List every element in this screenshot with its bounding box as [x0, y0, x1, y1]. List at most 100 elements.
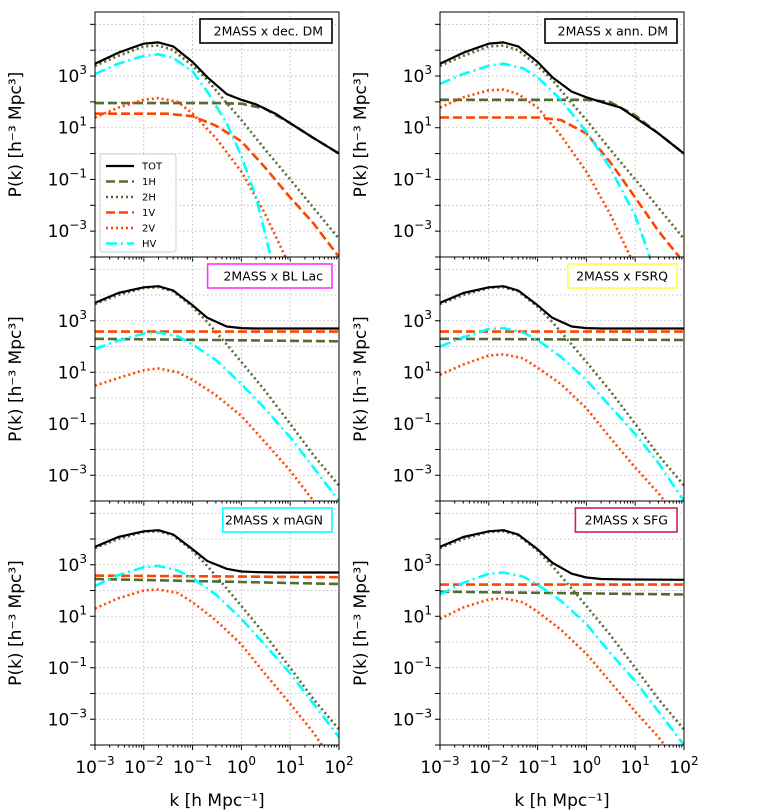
series-2v	[440, 352, 667, 501]
y-axis-label: P(k) [h⁻³ Mpc³]	[6, 316, 26, 442]
panel-1: 103 101 10−1 10−3 P(k) [h⁻³ Mpc³] 2MASS x ann…	[351, 11, 685, 262]
y-tick-label: 10−3	[48, 706, 87, 730]
axes-frame	[94, 500, 340, 746]
panel-title-box	[566, 263, 678, 289]
x-tick-label: 10−3	[75, 754, 114, 778]
y-tick-label: 10−3	[393, 462, 432, 486]
grid	[95, 257, 339, 501]
panel-title-box	[206, 263, 333, 289]
y-tick-label: 103	[58, 63, 87, 87]
series-hv	[440, 326, 684, 501]
y-tick-label: 10−1	[393, 655, 432, 679]
panel-0: 103 101 10−1 10−3 P(k) [h⁻³ Mpc³] 2MASS x dec…	[6, 11, 340, 262]
y-axis-label: P(k) [h⁻³ Mpc³]	[6, 560, 26, 686]
y-axis-label: P(k) [h⁻³ Mpc³]	[351, 316, 371, 442]
series-2h	[95, 285, 339, 487]
panel-title: 2MASS x ann. DM	[558, 24, 668, 39]
legend-box	[99, 153, 177, 253]
series-1h	[95, 101, 339, 155]
y-tick-label: 10−3	[393, 706, 432, 730]
grid	[95, 501, 339, 745]
x-tick-label: 102	[324, 754, 353, 778]
series-group	[95, 529, 339, 745]
y-tick-label: 10−1	[48, 166, 87, 190]
series-hv	[95, 331, 339, 501]
y-axis-label: P(k) [h⁻³ Mpc³]	[351, 560, 371, 686]
x-axis-label: k [h Mpc⁻¹]	[514, 791, 609, 811]
x-tick-label: 10−1	[518, 754, 557, 778]
y-tick-label: 103	[403, 63, 432, 87]
y-tick-label: 101	[58, 115, 87, 139]
panel-2: 103 101 10−1 10−3 P(k) [h⁻³ Mpc³] 2MASS x BL …	[6, 256, 340, 506]
axes-frame	[439, 256, 685, 502]
ticks	[435, 268, 685, 506]
y-tick-label: 101	[403, 359, 432, 383]
y-tick-label: 10−3	[48, 218, 87, 242]
series-group	[440, 285, 684, 501]
x-tick-label: 10−1	[173, 754, 212, 778]
y-tick-label: 10−3	[393, 218, 432, 242]
panel-3: 103 101 10−1 10−3 P(k) [h⁻³ Mpc³] 2MASS x FSR…	[351, 256, 685, 506]
x-tick-label: 10−3	[420, 754, 459, 778]
axes-frame	[94, 256, 340, 502]
y-tick-label: 10−1	[48, 655, 87, 679]
x-tick-label: 100	[572, 754, 601, 778]
series-hv	[95, 564, 339, 738]
series-2v	[95, 367, 316, 501]
y-tick-label: 10−1	[393, 166, 432, 190]
y-tick-label: 10−1	[393, 411, 432, 435]
y-axis-label: P(k) [h⁻³ Mpc³]	[6, 72, 26, 198]
series-tot	[95, 529, 339, 574]
y-tick-label: 101	[403, 603, 432, 627]
series-group	[95, 41, 339, 257]
series-1h	[440, 590, 684, 596]
legend-label-1h: 1H	[142, 177, 156, 188]
x-tick-label: 100	[227, 754, 256, 778]
y-tick-label: 103	[403, 308, 432, 332]
series-hv	[440, 62, 652, 257]
series-2h	[95, 529, 339, 731]
x-tick-label: 102	[669, 754, 698, 778]
series-1h	[95, 337, 339, 343]
series-2v	[440, 88, 632, 257]
panel-title: 2MASS x SFG	[585, 513, 668, 528]
series-hv	[440, 571, 684, 745]
y-tick-label: 103	[58, 552, 87, 576]
legend-label-2v: 2V	[142, 224, 155, 235]
x-tick-label: 10−2	[469, 754, 508, 778]
panel-5: 103 101 10−1 10−3 10−3 10−2 10−1 100 101 102 k [h …	[351, 500, 699, 811]
ticks	[435, 512, 685, 750]
series-2h	[440, 44, 684, 240]
y-axis-label: P(k) [h⁻³ Mpc³]	[351, 72, 371, 198]
grid	[440, 501, 684, 745]
series-hv	[95, 52, 273, 257]
series-2v	[95, 588, 324, 745]
y-tick-label: 101	[58, 603, 87, 627]
x-axis-label: k [h Mpc⁻¹]	[169, 791, 264, 811]
y-tick-label: 103	[58, 308, 87, 332]
x-tick-label: 101	[621, 754, 650, 778]
panel-title: 2MASS x BL Lac	[223, 269, 323, 284]
x-tick-label: 101	[276, 754, 305, 778]
series-1v	[95, 574, 339, 579]
ticks	[90, 512, 340, 750]
panel-title: 2MASS x FSRQ	[576, 269, 668, 284]
legend-label-hv: HV	[142, 239, 157, 250]
panel-title-box	[544, 18, 678, 44]
panel-title-box	[199, 18, 333, 44]
panel-title-box	[574, 507, 678, 533]
legend-label-1v: 1V	[142, 208, 155, 219]
series-1v	[440, 116, 681, 257]
series-tot	[95, 285, 339, 330]
panel-title: 2MASS x mAGN	[225, 513, 323, 528]
y-tick-label: 101	[58, 359, 87, 383]
ticks	[90, 268, 340, 506]
series-1h	[440, 337, 684, 342]
series-group	[440, 529, 684, 745]
legend: TOT 1H 2H 1V 2V HV	[99, 153, 177, 253]
grid	[440, 257, 684, 501]
series-group	[440, 41, 684, 257]
legend-label-tot: TOT	[141, 162, 163, 173]
y-tick-label: 10−3	[48, 462, 87, 486]
series-2v	[440, 596, 667, 745]
